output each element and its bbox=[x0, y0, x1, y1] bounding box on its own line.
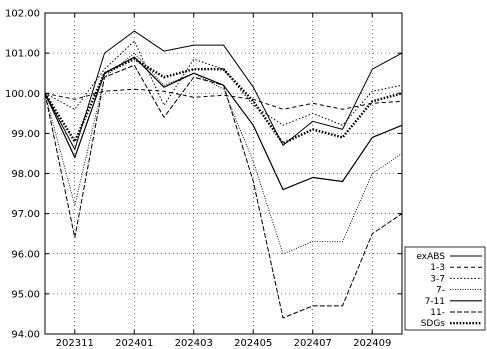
x-tick-label: 202403 bbox=[175, 338, 213, 349]
legend-label: 3-7 bbox=[430, 274, 445, 284]
series-line-sdgs bbox=[43, 57, 403, 145]
series-line-11- bbox=[44, 64, 403, 319]
legend-label: 1-3 bbox=[430, 263, 445, 273]
y-tick-label: 98.00 bbox=[11, 169, 40, 180]
series-line-1-3 bbox=[44, 88, 403, 110]
legend-label: 7- bbox=[436, 286, 445, 296]
y-tick-label: 99.00 bbox=[11, 129, 40, 140]
axes: 94.00 95.00 96.00 97.00 98.00 99.00 100.00 101.… bbox=[5, 9, 403, 349]
series-line-exabs bbox=[44, 30, 403, 150]
x-tick-label: 202405 bbox=[234, 338, 272, 349]
x-tick-label: 202401 bbox=[115, 338, 153, 349]
y-tick-label: 97.00 bbox=[11, 209, 40, 220]
legend-label: 7-11 bbox=[425, 297, 445, 307]
x-tick-label: 202311 bbox=[56, 338, 94, 349]
y-tick-label: 101.00 bbox=[5, 49, 40, 60]
legend-label: 11- bbox=[430, 308, 445, 318]
y-tick-label: 96.00 bbox=[11, 249, 40, 260]
x-tick-label: 202409 bbox=[353, 338, 391, 349]
x-tick-label: 202407 bbox=[294, 338, 332, 349]
y-tick-label: 95.00 bbox=[11, 289, 40, 300]
y-tick-label: 100.00 bbox=[5, 89, 40, 100]
y-tick-label: 102.00 bbox=[5, 9, 40, 20]
series-layer bbox=[43, 30, 403, 319]
plot-background bbox=[45, 13, 402, 334]
plot-border bbox=[44, 12, 403, 335]
legend-label: SDGs bbox=[421, 319, 446, 329]
plot-area bbox=[45, 13, 402, 334]
legend-box bbox=[404, 246, 486, 331]
y-tick-label: 94.00 bbox=[11, 330, 40, 341]
legend-label: exABS bbox=[416, 252, 445, 262]
